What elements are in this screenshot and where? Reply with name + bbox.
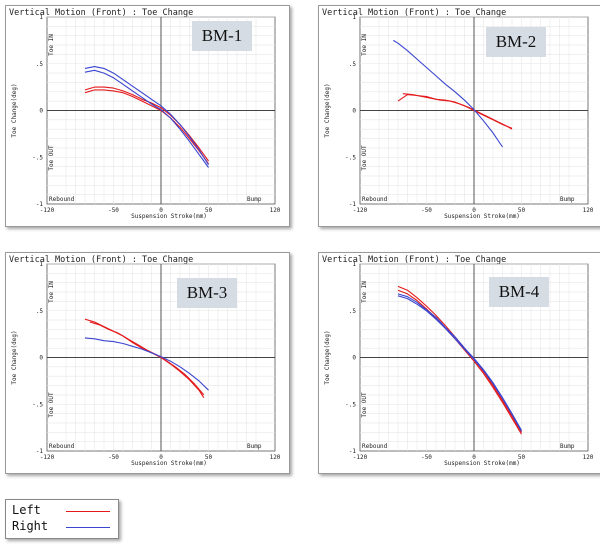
y-tick-label: 1 — [39, 14, 43, 21]
bump-label: Bump — [560, 196, 575, 203]
series-line-right — [84, 337, 209, 391]
x-tick-label: 0 — [472, 454, 476, 461]
x-tick-label: 120 — [270, 207, 281, 214]
y-tick-label: .5 — [349, 308, 357, 315]
series-line-right — [397, 293, 522, 431]
x-tick-label: -50 — [421, 207, 432, 214]
x-tick-label: -120 — [40, 454, 55, 461]
y-tick-label: 0 — [352, 108, 356, 115]
rebound-label: Rebound — [362, 196, 388, 203]
x-tick-label: -120 — [353, 454, 368, 461]
legend-label-left: Left — [12, 503, 41, 517]
y-axis-label: Toe Change(deg) — [324, 83, 331, 137]
bump-label: Bump — [247, 196, 262, 203]
y-axis-label: Toe Change(deg) — [324, 330, 331, 384]
x-axis-label: Suspension Stroke(mm) — [131, 460, 207, 467]
x-tick-label: 0 — [472, 207, 476, 214]
y-tick-label: -1 — [349, 201, 357, 208]
toe-in-label: Toe IN — [48, 34, 55, 56]
toe-out-label: Toe OUT — [361, 145, 368, 171]
legend-item-left: Left — [12, 503, 41, 517]
y-tick-label: 1 — [39, 261, 43, 268]
toe-out-label: Toe OUT — [361, 392, 368, 418]
series-line-left — [402, 93, 513, 130]
y-tick-label: -.5 — [32, 401, 43, 408]
legend-line-left — [66, 511, 110, 512]
x-tick-label: 50 — [518, 454, 526, 461]
y-tick-label: 0 — [352, 355, 356, 362]
x-tick-label: -120 — [353, 207, 368, 214]
x-tick-label: -50 — [108, 454, 119, 461]
x-tick-label: 0 — [159, 454, 163, 461]
x-axis-label: Suspension Stroke(mm) — [131, 213, 207, 220]
y-tick-label: 0 — [39, 355, 43, 362]
y-axis-label: Toe Change(deg) — [11, 330, 18, 384]
x-tick-label: -50 — [108, 207, 119, 214]
x-tick-label: 120 — [583, 207, 594, 214]
toe-in-label: Toe IN — [48, 281, 55, 303]
y-axis-label: Toe Change(deg) — [11, 83, 18, 137]
y-tick-label: -1 — [36, 201, 44, 208]
toe-in-label: Toe IN — [361, 34, 368, 56]
x-tick-label: 120 — [270, 454, 281, 461]
x-tick-label: 50 — [205, 454, 213, 461]
y-tick-label: .5 — [349, 61, 357, 68]
series-line-left — [84, 89, 209, 165]
chart-panel-bm3: Vertical Motion (Front) : Toe Change 1 .5 0… — [5, 252, 290, 474]
y-tick-label: -.5 — [345, 154, 356, 161]
y-tick-label: 1 — [352, 261, 356, 268]
series-line-right — [84, 66, 209, 165]
x-tick-label: 0 — [159, 207, 163, 214]
chart-title: Vertical Motion (Front) : Toe Change — [322, 8, 506, 18]
toe-in-label: Toe IN — [361, 281, 368, 303]
legend-line-right — [66, 527, 110, 528]
y-tick-label: -.5 — [345, 401, 356, 408]
series-line-right — [84, 69, 209, 168]
badge-bm2: BM-2 — [486, 27, 546, 57]
legend: Left Right — [5, 499, 119, 539]
rebound-label: Rebound — [49, 443, 75, 450]
badge-bm3: BM-3 — [177, 278, 237, 308]
chart-title: Vertical Motion (Front) : Toe Change — [322, 255, 506, 265]
x-tick-label: 50 — [205, 207, 213, 214]
badge-bm4: BM-4 — [489, 277, 549, 307]
chart-panel-bm2: Vertical Motion (Front) : Toe Change 1 .5 0… — [318, 5, 600, 227]
x-axis-label: Suspension Stroke(mm) — [444, 213, 520, 220]
y-tick-label: 1 — [352, 14, 356, 21]
bump-label: Bump — [247, 443, 262, 450]
series-line-right — [393, 39, 503, 148]
badge-bm1: BM-1 — [192, 21, 252, 51]
y-tick-label: .5 — [36, 308, 44, 315]
rebound-label: Rebound — [362, 443, 388, 450]
y-tick-label: .5 — [36, 61, 44, 68]
chart-panel-bm4: Vertical Motion (Front) : Toe Change 1 .5 0… — [318, 252, 600, 474]
bump-label: Bump — [560, 443, 575, 450]
y-tick-label: -.5 — [32, 154, 43, 161]
y-tick-label: -1 — [349, 448, 357, 455]
series-line-left — [89, 321, 205, 396]
x-tick-label: -120 — [40, 207, 55, 214]
rebound-label: Rebound — [49, 196, 75, 203]
x-axis-label: Suspension Stroke(mm) — [444, 460, 520, 467]
y-tick-label: 0 — [39, 108, 43, 115]
legend-label-right: Right — [12, 519, 49, 533]
toe-out-label: Toe OUT — [48, 145, 55, 171]
chart-title: Vertical Motion (Front) : Toe Change — [9, 255, 193, 265]
y-tick-label: -1 — [36, 448, 44, 455]
x-tick-label: 50 — [518, 207, 526, 214]
toe-out-label: Toe OUT — [48, 392, 55, 418]
chart-title: Vertical Motion (Front) : Toe Change — [9, 8, 193, 18]
x-tick-label: 120 — [583, 454, 594, 461]
legend-item-right: Right — [12, 519, 48, 533]
x-tick-label: -50 — [421, 454, 432, 461]
